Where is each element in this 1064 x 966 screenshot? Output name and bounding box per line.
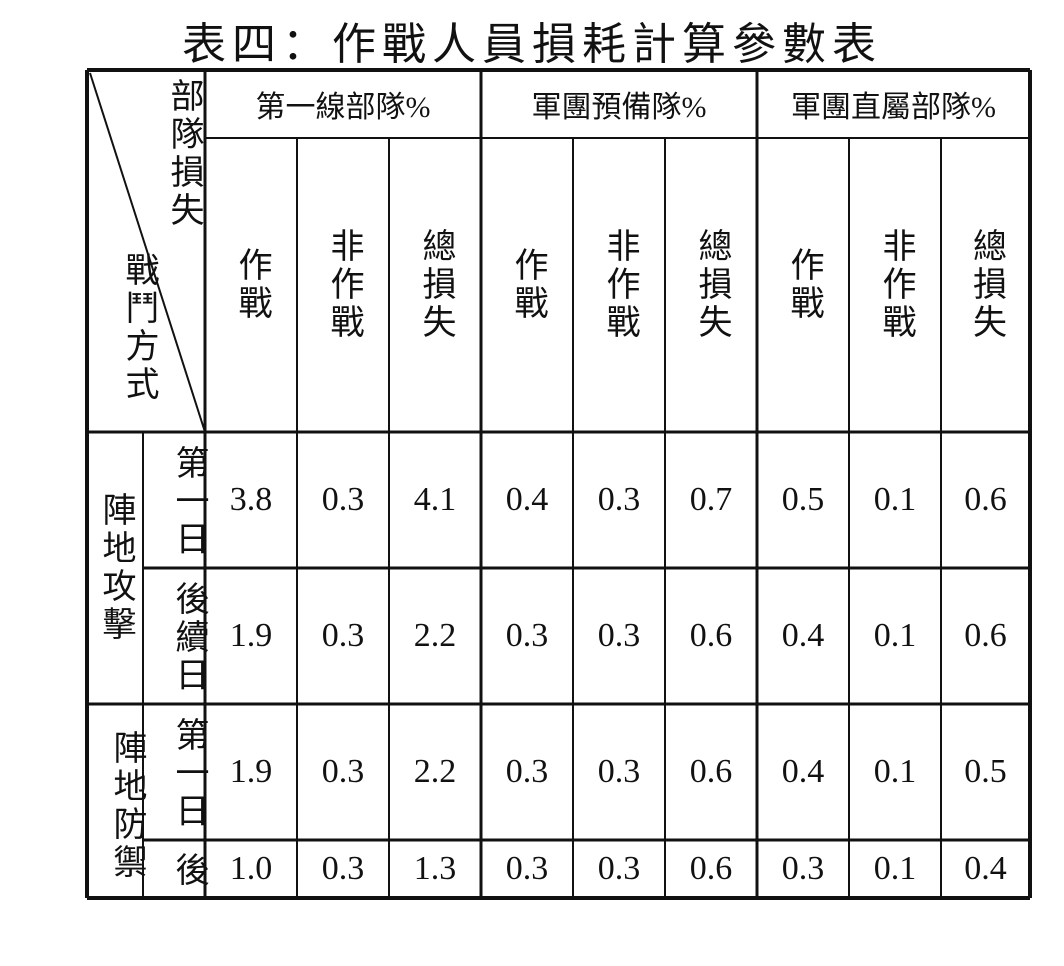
diagonal — [89, 72, 206, 433]
subheader: 總損失 — [967, 228, 1005, 342]
value-cell: 0.4 — [781, 617, 825, 654]
value-cell: 0.6 — [689, 753, 733, 790]
value-cell: 0.6 — [964, 481, 1007, 518]
value-cell: 0.1 — [873, 753, 917, 790]
subheader: 作戰 — [785, 247, 822, 323]
value-cell: 0.7 — [689, 481, 733, 518]
value-cell: 0.3 — [597, 753, 641, 790]
value-cell: 1.3 — [413, 850, 457, 887]
value-cell: 4.1 — [413, 481, 457, 518]
value-cell: 0.6 — [964, 617, 1007, 654]
subheader: 總損失 — [693, 228, 730, 342]
value-cell: 0.4 — [964, 850, 1007, 887]
value-cell: 0.3 — [597, 850, 641, 887]
value-cell: 0.1 — [873, 850, 917, 887]
section-label: 陣地攻擊 — [97, 492, 134, 644]
value-cell: 0.3 — [321, 481, 365, 518]
subheader: 作戰 — [233, 247, 270, 323]
subheader: 非作戰 — [877, 228, 914, 342]
group-header: 軍團直屬部隊% — [791, 91, 996, 124]
corner-bottom-label: 戰鬥方式 — [120, 252, 157, 404]
value-cell: 0.4 — [505, 481, 549, 518]
value-cell: 0.1 — [873, 481, 917, 518]
group-header: 第一線部隊% — [255, 91, 431, 124]
value-cell: 0.3 — [321, 617, 365, 654]
value-cell: 0.3 — [321, 753, 365, 790]
value-cell: 0.3 — [597, 481, 641, 518]
value-cell: 0.3 — [321, 850, 365, 887]
day-label: 第一日 — [170, 445, 207, 559]
value-cell: 1.9 — [229, 617, 273, 654]
value-cell: 0.3 — [505, 753, 549, 790]
subheader: 作戰 — [509, 247, 546, 323]
corner-top-label: 部隊損失 — [165, 78, 202, 230]
value-cell: 1.0 — [229, 850, 273, 887]
value-cell: 0.6 — [689, 850, 733, 887]
value-cell: 0.5 — [781, 481, 825, 518]
value-cell: 0.3 — [505, 617, 549, 654]
subheader: 非作戰 — [325, 228, 362, 342]
value-cell: 0.3 — [781, 850, 825, 887]
value-cell: 0.3 — [597, 617, 641, 654]
title: 表四：作戰人員損耗計算參數表 — [182, 20, 882, 69]
subheader: 非作戰 — [601, 228, 638, 342]
day-label: 後續日 — [170, 581, 207, 695]
value-cell: 0.5 — [964, 753, 1007, 790]
value-cell: 0.4 — [781, 753, 825, 790]
value-cell: 0.3 — [505, 850, 549, 887]
value-cell: 2.2 — [413, 617, 457, 654]
subheader: 總損失 — [417, 228, 454, 342]
value-cell: 2.2 — [413, 753, 457, 790]
section-label: 陣地防禦 — [108, 730, 145, 882]
value-cell: 0.6 — [689, 617, 733, 654]
value-cell: 3.8 — [229, 481, 273, 518]
group-header: 軍團預備隊% — [531, 91, 707, 124]
day-label: 第一日 — [170, 717, 207, 831]
value-cell: 0.1 — [873, 617, 917, 654]
value-cell: 1.9 — [229, 753, 273, 790]
day-label: 後 — [170, 852, 207, 890]
